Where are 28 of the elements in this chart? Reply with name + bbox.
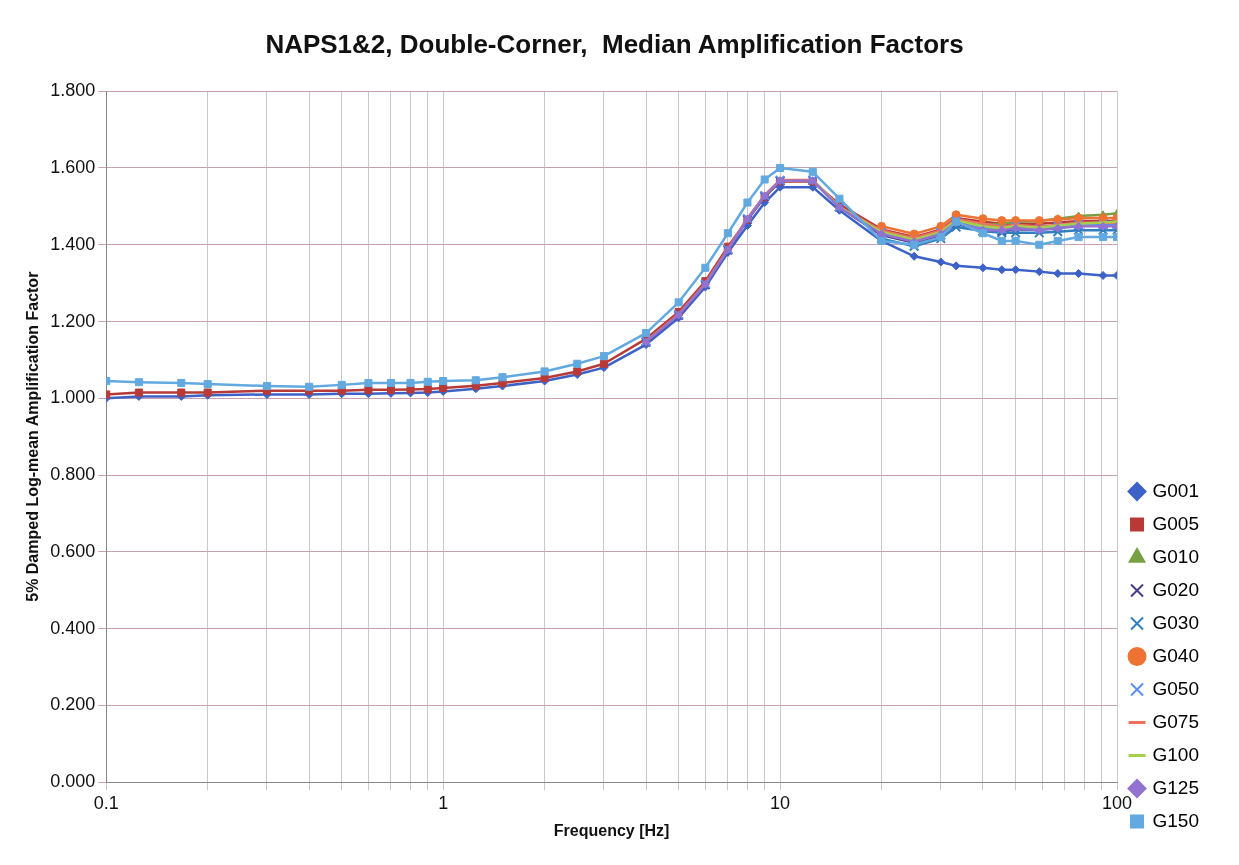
x-axis-title: Frequency [Hz] <box>553 821 670 839</box>
y-tick-label: 1.000 <box>50 387 96 408</box>
legend-label: G020 <box>1152 578 1199 600</box>
y-tick-label: 0.000 <box>50 771 96 792</box>
y-tick-label: 1.600 <box>50 156 96 177</box>
legend-label: G010 <box>1152 545 1199 567</box>
legend-label: G040 <box>1152 644 1199 666</box>
y-tick-label: 1.800 <box>50 80 96 101</box>
x-tick-label: 1 <box>438 792 449 813</box>
x-tick-label: 10 <box>770 792 791 813</box>
y-tick-label: 0.600 <box>50 540 96 561</box>
legend-label: G075 <box>1152 710 1199 732</box>
y-tick-label: 1.200 <box>50 310 96 331</box>
legend-label: G030 <box>1152 611 1199 633</box>
y-tick-label: 0.200 <box>50 694 96 715</box>
legend-label: G001 <box>1152 479 1199 501</box>
legend-label: G125 <box>1152 776 1199 798</box>
y-tick-label: 0.400 <box>50 617 96 638</box>
x-tick-label: 0.1 <box>93 792 119 813</box>
legend-label: G050 <box>1152 677 1199 699</box>
y-tick-label: 0.800 <box>50 464 96 485</box>
legend-label: G005 <box>1152 512 1199 534</box>
y-tick-label: 1.400 <box>50 233 96 254</box>
y-axis-title: 5% Damped Log-mean Amplification Factor <box>24 271 42 602</box>
x-tick-label: 100 <box>1102 792 1133 813</box>
chart-title: NAPS1&2, Double-Corner, Median Amplification Factors <box>265 28 964 59</box>
legend-label: G150 <box>1152 809 1199 831</box>
legend-label: G100 <box>1152 743 1199 765</box>
